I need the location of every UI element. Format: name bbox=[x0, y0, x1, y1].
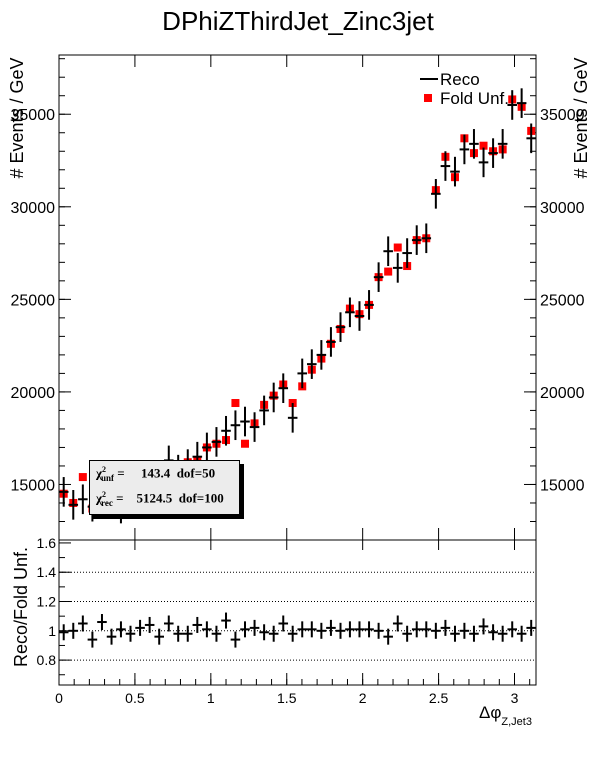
y-tick-label-right: 15000 bbox=[540, 477, 585, 494]
fold-unf-point bbox=[240, 439, 249, 448]
x-tick-label: 2.5 bbox=[429, 690, 449, 706]
legend: Reco Fold Unf. bbox=[420, 70, 509, 108]
fold-unf-point bbox=[231, 399, 240, 408]
upper-data-marks bbox=[58, 88, 536, 524]
y-axis-title-right: # Events / GeV bbox=[571, 57, 591, 178]
chi2-stats-box: χ2unf = 143.4 dof=50 χ2rec = 5124.5 dof=… bbox=[89, 460, 240, 515]
x-tick-label: 1.5 bbox=[277, 690, 297, 706]
y-tick-label-left: 20000 bbox=[11, 385, 56, 402]
ratio-y-tick-label: 1 bbox=[48, 623, 56, 639]
legend-fold-marker bbox=[424, 94, 432, 102]
chi2-unf-sub: unf bbox=[101, 472, 115, 483]
chi2-rec-value: = 5124.5 dof=100 bbox=[116, 490, 224, 506]
fold-unf-point bbox=[479, 141, 488, 150]
chi-symbol-icon-2: χ bbox=[96, 490, 103, 506]
chi2-rec-power: 2 bbox=[102, 490, 107, 499]
x-tick-label: 0 bbox=[55, 690, 63, 706]
chi2-unf-value: = 143.4 dof=50 bbox=[117, 465, 216, 481]
y-tick-label-right: 30000 bbox=[540, 200, 585, 217]
y-tick-label-right: 25000 bbox=[540, 292, 585, 309]
legend-reco-label: Reco bbox=[440, 70, 480, 89]
fold-unf-point bbox=[384, 267, 393, 276]
ratio-y-tick-label: 1.4 bbox=[37, 564, 57, 580]
chart-title: DPhiZThirdJet_Zinc3jet bbox=[162, 6, 434, 36]
x-tick-label: 3 bbox=[511, 690, 519, 706]
ratio-y-tick-label: 1.2 bbox=[37, 594, 57, 610]
ratio-axis-ticks: 0.8 1 1.2 1.4 1.6 0 0.5 1 1.5 2 2.5 3 bbox=[37, 535, 536, 706]
y-tick-label-right: 20000 bbox=[540, 385, 585, 402]
x-axis-title-subscript: Z,Jet3 bbox=[501, 716, 532, 728]
chi2-rec-sub: rec bbox=[101, 497, 113, 508]
chi-symbol-icon: χ bbox=[96, 465, 103, 481]
ratio-y-axis-title: Reco/Fold Unf. bbox=[11, 547, 31, 667]
y-tick-label-left: 30000 bbox=[11, 200, 56, 217]
chi2-unf-power: 2 bbox=[102, 465, 107, 474]
x-tick-label: 0.5 bbox=[125, 690, 145, 706]
ratio-panel-frame bbox=[58, 539, 537, 686]
x-tick-label: 2 bbox=[359, 690, 367, 706]
x-tick-label: 1 bbox=[207, 690, 215, 706]
y-tick-label-right: 35000 bbox=[540, 107, 585, 124]
y-axis-title-left: # Events / GeV bbox=[7, 57, 27, 178]
y-tick-label-left: 35000 bbox=[11, 107, 56, 124]
fold-unf-point bbox=[393, 243, 402, 252]
ratio-y-tick-label: 0.8 bbox=[37, 652, 57, 668]
y-tick-label-left: 15000 bbox=[11, 477, 56, 494]
fold-unf-point bbox=[78, 473, 87, 482]
ratio-y-tick-label: 1.6 bbox=[37, 535, 57, 551]
upper-axis-ticks: 15000 15000 20000 20000 25000 25000 30000 30000… bbox=[11, 55, 585, 541]
ratio-data-marks bbox=[58, 612, 536, 648]
chi2-rec-row: χ2rec = 5124.5 dof=100 bbox=[96, 490, 224, 508]
x-axis-title: ΔφZ,Jet3 bbox=[479, 703, 532, 728]
legend-fold-label: Fold Unf. bbox=[440, 89, 509, 108]
x-axis-title-main: Δφ bbox=[479, 703, 501, 722]
chi2-unf-row: χ2unf = 143.4 dof=50 bbox=[96, 465, 215, 483]
y-tick-label-left: 25000 bbox=[11, 292, 56, 309]
